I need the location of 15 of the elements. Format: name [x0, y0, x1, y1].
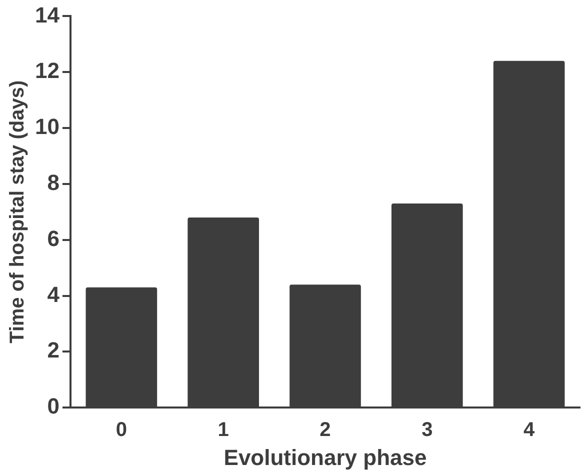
y-tick-label: 14 [34, 2, 60, 28]
y-tick-label: 4 [47, 282, 60, 307]
x-tick-label: 3 [422, 419, 433, 442]
y-tick-label: 12 [34, 58, 60, 84]
y-tick-label: 6 [47, 226, 60, 251]
y-tick-label: 0 [47, 394, 60, 419]
y-axis-title: Time of hospital stay (days) [6, 80, 29, 344]
x-tick-label: 1 [218, 419, 229, 442]
y-tick-label: 10 [34, 114, 60, 140]
y-tick-label: 8 [47, 170, 60, 196]
y-tick-label: 2 [47, 338, 60, 363]
x-tick-label: 0 [116, 419, 127, 442]
x-tick-label: 2 [320, 419, 331, 442]
x-tick-label: 4 [523, 419, 536, 442]
x-axis-title: Evolutionary phase [224, 444, 427, 470]
